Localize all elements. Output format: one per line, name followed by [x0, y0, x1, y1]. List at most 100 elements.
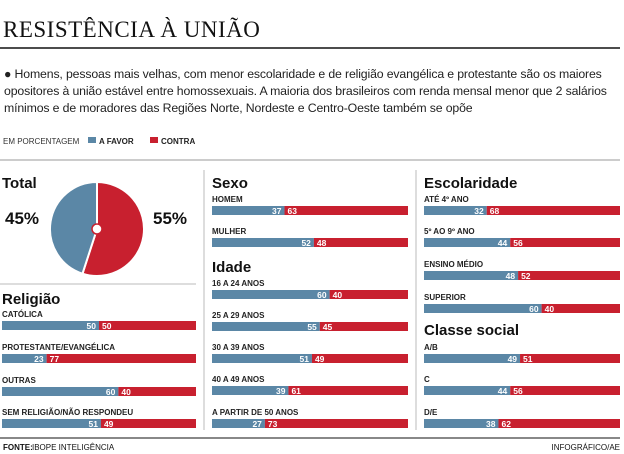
- value-label: 60: [106, 387, 116, 397]
- value-label: 73: [268, 419, 278, 429]
- value-label: 48: [317, 238, 327, 248]
- value-label: 49: [104, 419, 114, 429]
- title: RESISTÊNCIA À UNIÃO: [3, 17, 260, 42]
- bar-segment: [541, 304, 620, 313]
- bar-segment: [264, 419, 408, 428]
- bar-segment: [288, 386, 408, 395]
- summary-text: Homens, pessoas mais velhas, com menor e…: [4, 67, 607, 115]
- category-label: ATÉ 4º ANO: [424, 195, 469, 204]
- bar-segment: [311, 354, 408, 363]
- category-label: CATÓLICA: [2, 310, 43, 319]
- value-label: 68: [490, 206, 500, 216]
- bar-segment: [424, 238, 511, 247]
- bar-segment: [212, 386, 289, 395]
- value-label: 56: [513, 238, 523, 248]
- category-label: A PARTIR DE 50 ANOS: [212, 408, 299, 417]
- bar-segment: [2, 354, 47, 363]
- bar-segment: [424, 304, 542, 313]
- bar-segment: [424, 206, 487, 215]
- value-label: 50: [102, 321, 112, 331]
- category-label: ENSINO MÉDIO: [424, 260, 483, 269]
- category-label: 40 A 49 ANOS: [212, 375, 265, 384]
- section-title: Escolaridade: [424, 175, 517, 192]
- value-label: 40: [333, 290, 343, 300]
- value-label: 77: [50, 354, 60, 364]
- summary: ● Homens, pessoas mais velhas, com menor…: [4, 67, 607, 115]
- bar-segment: [510, 238, 620, 247]
- value-label: 49: [508, 354, 518, 364]
- section-title: Sexo: [212, 175, 248, 192]
- value-label: 52: [521, 271, 531, 281]
- section-title: Total: [2, 175, 37, 192]
- bar-segment: [2, 321, 99, 330]
- value-label: 44: [498, 238, 508, 248]
- bar-segment: [518, 271, 620, 280]
- value-label: 38: [486, 419, 496, 429]
- section-title: Idade: [212, 259, 251, 276]
- bar-segment: [424, 386, 511, 395]
- value-label: 27: [252, 419, 262, 429]
- value-label: 40: [545, 304, 555, 314]
- bar-segment: [424, 271, 519, 280]
- category-label: 5º AO 9º ANO: [424, 227, 475, 236]
- bar-segment: [46, 354, 197, 363]
- pie-slice: [49, 180, 98, 275]
- bar-segment: [2, 419, 101, 428]
- value-label: 51: [299, 354, 309, 364]
- bar-segment: [118, 387, 196, 396]
- value-label: 50: [87, 321, 97, 331]
- bar-segment: [510, 386, 620, 395]
- value-label: 55%: [153, 209, 187, 228]
- bar-segment: [212, 322, 320, 331]
- value-label: 37: [272, 206, 282, 216]
- legend-entry: CONTRA: [161, 137, 195, 146]
- pie-center: [91, 223, 103, 235]
- value-label: 45%: [5, 209, 39, 228]
- bar-segment: [329, 290, 408, 299]
- credit: INFOGRÁFICO/AE: [552, 443, 620, 452]
- value-label: 63: [288, 206, 298, 216]
- value-label: 49: [315, 354, 325, 364]
- bar-segment: [424, 354, 521, 363]
- bar-segment: [212, 354, 312, 363]
- legend-swatch: [150, 137, 158, 143]
- value-label: 39: [276, 386, 286, 396]
- section-title: Religião: [2, 291, 60, 308]
- value-label: 56: [513, 386, 523, 396]
- value-label: 32: [474, 206, 484, 216]
- bar-segment: [424, 419, 499, 428]
- bar-segment: [313, 238, 408, 247]
- bar-segment: [319, 322, 408, 331]
- bar-segment: [99, 321, 196, 330]
- bar-segment: [486, 206, 620, 215]
- bar-segment: [498, 419, 620, 428]
- bar-segment: [284, 206, 408, 215]
- legend-swatch: [88, 137, 96, 143]
- category-label: MULHER: [212, 227, 246, 236]
- category-label: SEM RELIGIÃO/NÃO RESPONDEU: [2, 408, 133, 417]
- category-label: PROTESTANTE/EVANGÉLICA: [2, 343, 115, 352]
- category-label: 30 A 39 ANOS: [212, 343, 265, 352]
- value-label: 40: [121, 387, 131, 397]
- bar-segment: [212, 290, 330, 299]
- value-label: 51: [88, 419, 98, 429]
- category-label: D/E: [424, 408, 438, 417]
- category-label: HOMEM: [212, 195, 243, 204]
- value-label: 51: [523, 354, 533, 364]
- bar-segment: [520, 354, 620, 363]
- bar-segment: [212, 419, 265, 428]
- bar-segment: [212, 206, 285, 215]
- value-label: 55: [307, 322, 317, 332]
- legend-note: EM PORCENTAGEM: [3, 137, 80, 146]
- value-label: 48: [506, 271, 516, 281]
- source-label: FONTE:: [3, 443, 33, 452]
- bar-segment: [212, 238, 314, 247]
- value-label: 45: [323, 322, 333, 332]
- value-label: 62: [501, 419, 511, 429]
- value-label: 52: [301, 238, 311, 248]
- value-label: 60: [317, 290, 327, 300]
- section-title: Classe social: [424, 322, 519, 339]
- category-label: 25 A 29 ANOS: [212, 311, 265, 320]
